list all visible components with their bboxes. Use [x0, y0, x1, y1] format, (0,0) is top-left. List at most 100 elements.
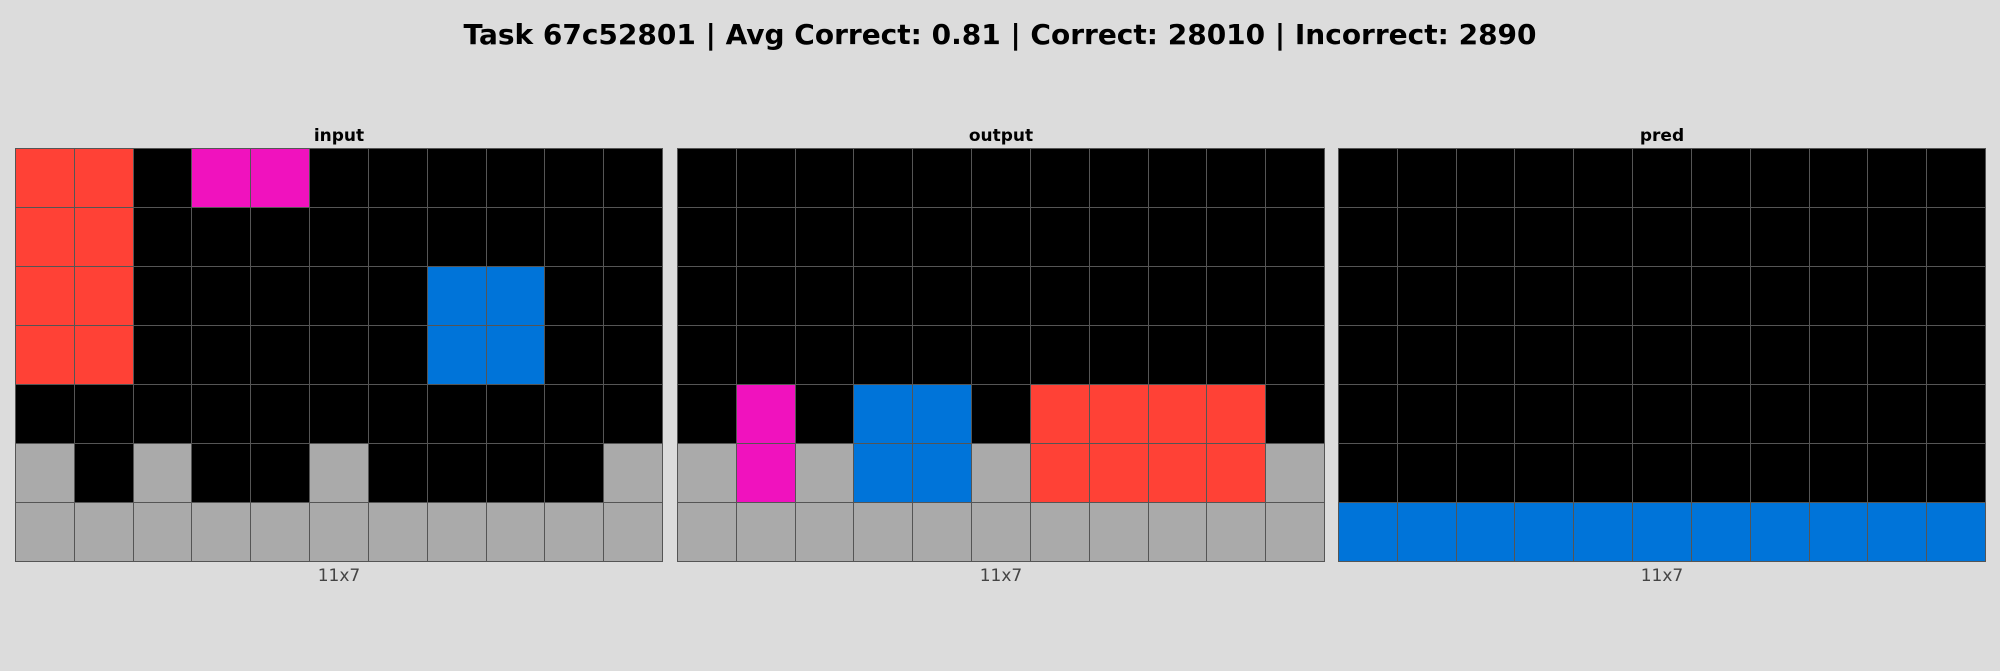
grid-cell	[427, 149, 486, 207]
panel-label: input	[313, 126, 365, 146]
grid-cell	[251, 444, 310, 502]
grid-cell	[1750, 326, 1809, 384]
grid-cell	[427, 267, 486, 325]
grid-cell	[913, 444, 972, 502]
grid-cell	[1339, 267, 1397, 325]
grid-cell	[1266, 267, 1324, 325]
grid-cell	[1750, 444, 1809, 502]
grid-cell	[133, 267, 192, 325]
grid-cell	[1750, 267, 1809, 325]
grid-cell	[1207, 326, 1266, 384]
grid-cell	[1266, 149, 1324, 207]
grid-cell	[74, 267, 133, 325]
grid-cell	[427, 503, 486, 561]
grid-cell	[251, 503, 310, 561]
grid-cell	[604, 503, 662, 561]
grid-cell	[310, 326, 368, 384]
grid-cell	[1809, 149, 1868, 207]
grid-cell	[1691, 444, 1750, 502]
grid-cell	[1809, 385, 1868, 443]
grid-cell	[604, 385, 662, 443]
grid-cell	[1868, 149, 1927, 207]
grid-cell	[1574, 385, 1633, 443]
grid-cell	[972, 208, 1030, 266]
grid-cell	[1456, 385, 1515, 443]
grid-cell	[1691, 326, 1750, 384]
grid-cell	[1207, 149, 1266, 207]
grid-cell	[1515, 267, 1574, 325]
grid-cell	[251, 385, 310, 443]
grid-cell	[1927, 444, 1985, 502]
grid-cell	[1266, 326, 1324, 384]
panel-pred: pred 11x7	[1338, 124, 1986, 586]
grid-cell	[1750, 149, 1809, 207]
grid-cell	[1030, 385, 1089, 443]
grid-cell	[310, 208, 368, 266]
grid-cell	[1266, 444, 1324, 502]
grid-cell	[736, 444, 795, 502]
grid-cell	[16, 149, 74, 207]
grid-cell	[1030, 503, 1089, 561]
grid-cell	[678, 326, 736, 384]
grid-cell	[16, 503, 74, 561]
grid-cell	[736, 267, 795, 325]
grid-cell	[1515, 503, 1574, 561]
grid-cell	[1515, 444, 1574, 502]
grid-cell	[1148, 385, 1207, 443]
grid-cell	[1339, 326, 1397, 384]
grid-cell	[545, 326, 604, 384]
grid-cell	[545, 503, 604, 561]
grid-cell	[736, 208, 795, 266]
grid-cell	[1868, 267, 1927, 325]
grid-cell	[486, 444, 545, 502]
grid-cell	[1339, 149, 1397, 207]
grid-cell	[1574, 503, 1633, 561]
grid-cell	[604, 267, 662, 325]
grid-cell	[192, 385, 251, 443]
grid-cell	[795, 267, 854, 325]
grid-cell	[310, 149, 368, 207]
grid-cell	[678, 149, 736, 207]
grid-cell	[310, 267, 368, 325]
grid-cell	[1809, 208, 1868, 266]
grid-cell	[1574, 149, 1633, 207]
grid-cell	[251, 208, 310, 266]
grid-cell	[678, 444, 736, 502]
grid-cell	[795, 326, 854, 384]
grid-cell	[545, 444, 604, 502]
grid-cell	[736, 385, 795, 443]
grid-cell	[16, 267, 74, 325]
grid-cell	[972, 444, 1030, 502]
grid-input	[15, 148, 663, 562]
grid-cell	[192, 444, 251, 502]
grid-cell	[1148, 149, 1207, 207]
grid-cell	[795, 503, 854, 561]
grid-cell	[1574, 444, 1633, 502]
grid-cell	[795, 149, 854, 207]
grid-cell	[1397, 326, 1456, 384]
grid-cell	[133, 444, 192, 502]
grid-cell	[192, 149, 251, 207]
grid-cell	[251, 149, 310, 207]
grid-cell	[1397, 208, 1456, 266]
grid-cell	[1207, 385, 1266, 443]
grid-cell	[1574, 267, 1633, 325]
grid-cell	[16, 326, 74, 384]
grid-cell	[1148, 267, 1207, 325]
grid-cell	[972, 385, 1030, 443]
grid-cell	[1515, 149, 1574, 207]
grid-cell	[1927, 208, 1985, 266]
grid-cell	[1089, 503, 1148, 561]
grid-cell	[854, 326, 913, 384]
grid-cell	[1927, 503, 1985, 561]
grid-cell	[1868, 503, 1927, 561]
grid-cell	[310, 503, 368, 561]
grid-cell	[368, 149, 427, 207]
grid-cell	[1266, 503, 1324, 561]
grid-cell	[604, 326, 662, 384]
grid-cell	[133, 503, 192, 561]
grid-cell	[545, 267, 604, 325]
grid-cell	[1397, 267, 1456, 325]
grid-cell	[1633, 444, 1691, 502]
grid-cell	[1339, 503, 1397, 561]
